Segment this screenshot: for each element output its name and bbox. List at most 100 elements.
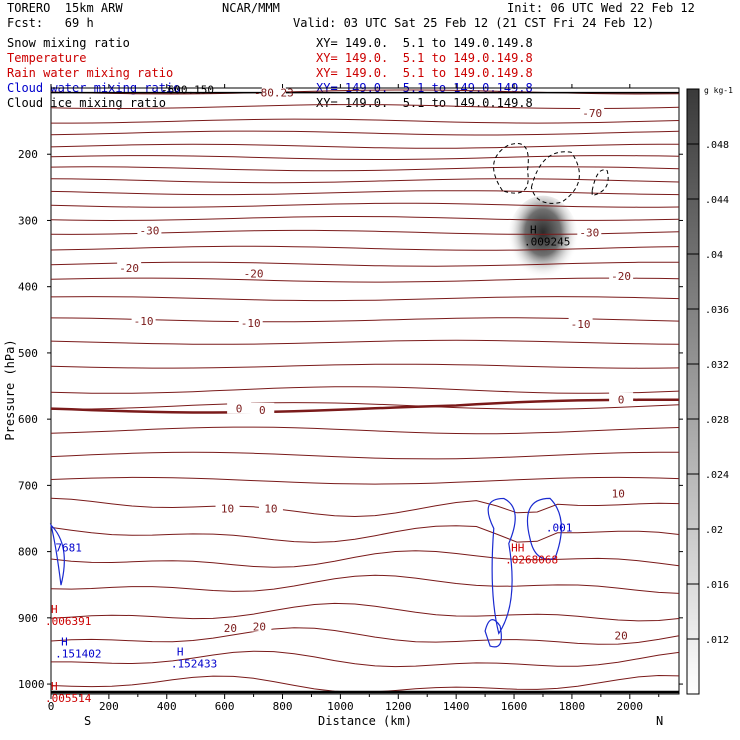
y-tick-label: 400: [18, 281, 38, 294]
x-tick-label: 400: [157, 700, 177, 713]
cloud-water-contour: [484, 619, 502, 648]
organization: NCAR/MMM: [222, 1, 280, 15]
isotherm-line: [50, 674, 680, 693]
x-tick-label: 1000: [327, 700, 354, 713]
isotherm-line: [50, 339, 680, 345]
legend-xy-cloud-ice: XY= 149.0. 5.1 to 149.0.149.8: [316, 96, 533, 110]
colorbar-tick-label: .02: [705, 525, 723, 536]
isotherm-line: [50, 202, 680, 208]
isotherm-line: [50, 104, 680, 109]
temperature-label: 0: [618, 393, 625, 406]
forecast-hour: Fcst: 69 h: [7, 16, 94, 30]
isotherm-line: [50, 574, 680, 594]
y-tick-label: 300: [18, 214, 38, 227]
temperature-label-bg: [250, 402, 275, 415]
colorbar-tick-label: .024: [705, 470, 729, 481]
isotherm-line: [50, 363, 680, 369]
temperature-label: -10: [571, 318, 591, 331]
colorbar-tick-label: .012: [705, 635, 729, 646]
colorbar-tick-label: .032: [705, 360, 729, 371]
max-marker: H: [530, 224, 537, 237]
temperature-label-bg: [577, 225, 602, 238]
legend-label-rain: Rain water mixing ratio: [7, 66, 174, 80]
temperature-label: 10: [264, 503, 277, 516]
temperature-label-bg: [609, 392, 634, 405]
y-tick-label: 800: [18, 546, 38, 559]
isotherm-line: [50, 261, 679, 267]
temperature-label: 20: [614, 630, 627, 643]
temperature-label: -80.23: [254, 87, 294, 100]
temperature-label-bg: [247, 619, 272, 632]
temperature-label: -20: [244, 267, 264, 280]
temperature-label: -30: [579, 226, 599, 239]
temperature-label-bg: [215, 501, 240, 514]
isotherm-line: [50, 216, 680, 222]
temperature-label: 10: [612, 487, 625, 500]
temperature-label: -20: [611, 270, 631, 283]
temperature-label-bg: [258, 501, 283, 514]
y-tick-label: 700: [18, 479, 38, 492]
x-axis-title: Distance (km): [318, 714, 412, 728]
isotherm-line: [50, 155, 680, 160]
init-time: Init: 06 UTC Wed 22 Feb 12: [507, 1, 695, 15]
x-tick-label: 1800: [559, 700, 586, 713]
y-axis-title: Pressure (hPa): [3, 339, 17, 440]
temperature-label-bg: [238, 316, 263, 329]
x-tick-label: 1600: [501, 700, 528, 713]
cloud-ice-contour: [530, 151, 580, 204]
max-marker: H: [51, 603, 58, 616]
plot-frame: [50, 87, 680, 695]
x-tick-label: 1200: [385, 700, 412, 713]
colorbar-tick-label: .04: [705, 250, 723, 261]
colorbar-tick-label: .048: [705, 140, 729, 151]
max-value-label: .009245: [524, 236, 570, 249]
isotherm-line: [50, 451, 679, 460]
colorbar: [686, 88, 700, 695]
y-tick-label: 600: [18, 413, 38, 426]
valid-time: Valid: 03 UTC Sat 25 Feb 12 (21 CST Fri …: [293, 16, 655, 30]
colorbar-unit: g kg-1: [704, 86, 733, 95]
isotherm-line: [50, 497, 680, 518]
model-title: TORERO 15km ARW: [7, 1, 123, 15]
isotherm-line: [50, 476, 680, 485]
temperature-label-bg: [580, 106, 605, 119]
cloud-water-contour: [526, 497, 562, 560]
max-marker: H: [61, 636, 68, 649]
cloud-ice-contour: [591, 169, 609, 197]
max-value-label: .006391: [45, 615, 91, 628]
contour-value-label: 7681: [55, 542, 82, 555]
x-tick-label: 800: [273, 700, 293, 713]
isotherm-line: [51, 402, 680, 410]
isotherm-line: [50, 296, 680, 302]
temperature-label-bg: [609, 269, 634, 282]
temperature-label: -10: [134, 315, 154, 328]
isotherm-line: [50, 245, 680, 251]
isotherm-line: [50, 277, 680, 283]
temperature-label-bg: [131, 314, 156, 327]
contour-value-label: .001: [546, 522, 573, 535]
y-tick-label: 200: [18, 148, 38, 161]
isotherm-line: [51, 650, 680, 668]
legend-label-cloud-ice: Cloud ice mixing ratio: [7, 96, 166, 110]
colorbar-tick-label: .044: [705, 195, 729, 206]
isotherm-line: [50, 550, 680, 568]
x-tick-label: 600: [215, 700, 235, 713]
temperature-label-bg: [241, 266, 266, 279]
temperature-label-bg: [218, 620, 243, 633]
y-tick-label: 1000: [18, 678, 45, 691]
x-tick-label: 1400: [443, 700, 470, 713]
temperature-label-bg: [137, 223, 162, 236]
isotherm-line: [50, 190, 680, 196]
temperature-label: -20: [119, 262, 139, 275]
temperature-label: -10: [241, 317, 261, 330]
cloud-water-contour: [487, 497, 516, 635]
isotherm-line: [50, 143, 679, 149]
y-tick-label: 900: [18, 612, 38, 625]
x-tick-label: 200: [99, 700, 119, 713]
max-marker: H: [51, 680, 58, 693]
contour-value-label: -600.150: [161, 83, 214, 96]
max-value-label: .152433: [171, 658, 217, 671]
colorbar-tick-label: .036: [705, 305, 729, 316]
temperature-label-bg: [568, 316, 593, 329]
